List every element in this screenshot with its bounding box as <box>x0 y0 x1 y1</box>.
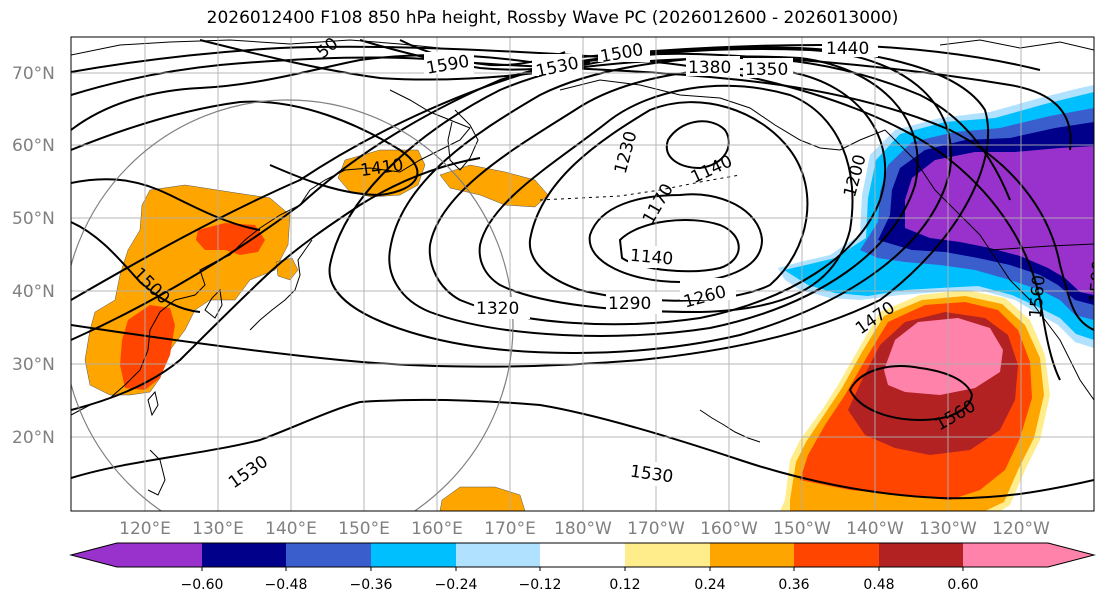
colorbar-segment-2 <box>286 543 371 567</box>
coast-asia-east <box>71 89 471 416</box>
colorbar-segment-10 <box>963 543 1094 567</box>
anomaly-redorange-asia-south <box>120 305 175 390</box>
contour-1410 <box>71 100 419 197</box>
coast-philippines <box>147 449 166 496</box>
lat-label-30n: 30°N <box>12 355 55 375</box>
coast-aleutians <box>539 174 741 201</box>
colorbar-segment-6 <box>625 543 710 567</box>
map-title: 2026012400 F108 850 hPa height, Rossby W… <box>206 8 899 28</box>
lat-label-20n: 20°N <box>12 428 55 448</box>
colorbar-label-4: −0.12 <box>519 577 562 593</box>
latitude-labels: 70°N 60°N 50°N 40°N 30°N 20°N <box>12 64 55 448</box>
colorbar-segment-9 <box>879 543 963 567</box>
anomaly-orange-subtropical <box>439 486 526 511</box>
contour-1230 <box>478 84 854 314</box>
colorbar-label-3: −0.24 <box>435 577 478 593</box>
colorbar-segment-4 <box>456 543 540 567</box>
contour-1560-asia <box>71 221 201 313</box>
lon-label-170w: 170°W <box>627 519 685 539</box>
coast-korea <box>204 288 223 319</box>
colorbar-label-0: −0.60 <box>181 577 224 593</box>
coast-taiwan <box>147 390 159 417</box>
lon-label-180w: 180°W <box>554 519 612 539</box>
contour-label-1140-south: 1140 <box>629 246 674 270</box>
colorbar-label-5: 0.12 <box>609 577 640 593</box>
lat-label-60n: 60°N <box>12 136 55 156</box>
contour-1560-ep <box>848 365 974 422</box>
lon-label-170e: 170°E <box>484 519 536 539</box>
contour-label-1440: 1440 <box>826 39 869 59</box>
colorbar-label-2: −0.36 <box>350 577 393 593</box>
lon-label-130e: 130°E <box>192 519 244 539</box>
lon-label-150w: 150°W <box>773 519 831 539</box>
anomaly-pink-east-pacific <box>884 318 1003 395</box>
colorbar-segment-5 <box>540 543 625 567</box>
lat-label-70n: 70°N <box>12 64 55 84</box>
coast-na-border <box>989 243 1094 251</box>
gridlines <box>71 37 1094 511</box>
contour-label-1320: 1320 <box>476 299 519 319</box>
contour-1320 <box>328 48 953 354</box>
radius-circle <box>71 99 514 511</box>
coast-kamchatka <box>447 109 479 171</box>
contour-1500-asia <box>71 178 261 231</box>
asia-anomaly-shading <box>84 149 549 511</box>
colorbar-label-1: −0.48 <box>265 577 308 593</box>
contour-label-1590-east: 1590 <box>1086 259 1105 304</box>
anomaly-redorange-asia-north <box>196 223 265 255</box>
colorbar-label-7: 0.36 <box>778 577 809 593</box>
colorbar-segment-1 <box>202 543 286 567</box>
lon-label-120e: 120°E <box>119 519 171 539</box>
contour-1170 <box>588 193 764 284</box>
contour-1290 <box>388 55 919 337</box>
colorbar-ticks <box>201 567 964 571</box>
colorbar-segment-8 <box>794 543 879 567</box>
anomaly-orange-islands <box>275 257 299 281</box>
contour-1530-south <box>71 398 1094 500</box>
contour-label-1560-east: 1560 <box>1026 274 1050 319</box>
coast-arctic <box>939 39 1094 51</box>
colorbar-label-6: 0.24 <box>694 577 725 593</box>
contour-label-1380: 1380 <box>688 58 731 78</box>
colorbar-outline <box>69 542 1096 568</box>
map-frame <box>70 36 1095 512</box>
lat-label-40n: 40°N <box>12 282 55 302</box>
contour-labels: 1590 1530 1500 1440 1380 1350 1230 1140 … <box>129 37 1105 493</box>
lat-label-50n: 50°N <box>12 209 55 229</box>
lon-label-160w: 160°W <box>700 519 758 539</box>
coast-north-asia <box>71 39 441 56</box>
contour-1140-north <box>665 120 730 170</box>
map-area: 1590 1530 1500 1440 1380 1350 1230 1140 … <box>71 37 1105 511</box>
colorbar-segment-0 <box>71 543 202 567</box>
east-pacific-anomaly-shading <box>780 290 1050 511</box>
colorbar-label-8: 0.48 <box>863 577 894 593</box>
lon-label-130w: 130°W <box>919 519 977 539</box>
lon-label-120w: 120°W <box>992 519 1050 539</box>
colorbar-label-9: 0.60 <box>947 577 978 593</box>
lon-label-160e: 160°E <box>411 519 463 539</box>
contour-1470 <box>71 56 1094 331</box>
contour-1530-asia <box>71 157 481 411</box>
contour-1140-south <box>618 219 740 273</box>
colorbar-segment-3 <box>371 543 456 567</box>
longitude-labels: 120°E 130°E 140°E 150°E 160°E 170°E 180°… <box>119 519 1050 539</box>
contour-1200 <box>528 101 809 302</box>
colorbar-segment-7 <box>710 543 794 567</box>
anomaly-purple-na <box>905 146 1094 295</box>
lon-label-150e: 150°E <box>338 519 390 539</box>
contour-label-1290: 1290 <box>608 294 651 314</box>
colorbar: −0.60 −0.48 −0.36 −0.24 −0.12 0.12 0.24 … <box>69 542 1096 593</box>
coast-japan <box>249 239 313 331</box>
lon-label-140e: 140°E <box>265 519 317 539</box>
lon-label-140w: 140°W <box>846 519 904 539</box>
contour-label-1350: 1350 <box>745 60 788 80</box>
